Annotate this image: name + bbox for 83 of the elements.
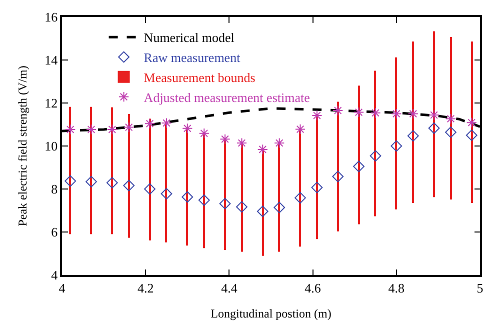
- point: [256, 206, 268, 218]
- point: [370, 150, 382, 162]
- point: [274, 138, 285, 148]
- point: [106, 177, 118, 188]
- point: [257, 144, 268, 155]
- bar: [149, 118, 151, 240]
- bar: [374, 70, 376, 216]
- bar: [358, 86, 360, 224]
- point: [236, 201, 248, 213]
- bar: [241, 142, 243, 252]
- point: [86, 176, 97, 188]
- bar: [165, 122, 168, 242]
- legend-label: Numerical model: [144, 30, 235, 46]
- point: [236, 138, 248, 148]
- y-tick-label: 4: [51, 268, 58, 283]
- point: [219, 198, 231, 210]
- point: [332, 105, 344, 116]
- point: [370, 108, 381, 118]
- y-tick-label: 8: [51, 182, 58, 197]
- x-tick-label: 4.6: [304, 280, 322, 296]
- point: [182, 191, 194, 203]
- x-axis-title: Longitudinal postion (m): [210, 306, 332, 321]
- y-tick-label: 14: [44, 52, 58, 68]
- point: [407, 130, 419, 142]
- y-tick-label: 10: [44, 138, 58, 154]
- y-tick-label: 6: [51, 224, 58, 240]
- point: [144, 118, 156, 129]
- bar: [69, 106, 71, 234]
- x-tick-label: 4.2: [137, 280, 154, 296]
- point: [445, 113, 456, 124]
- point: [161, 118, 172, 128]
- y-axis-title: Peak electric field strength (V/m): [15, 66, 30, 226]
- point: [106, 124, 118, 135]
- point: [86, 124, 97, 135]
- point: [408, 108, 418, 120]
- point: [445, 126, 456, 138]
- point: [182, 123, 193, 134]
- point: [124, 122, 134, 133]
- point: [220, 134, 230, 144]
- x-tick-label: 4.4: [221, 280, 238, 296]
- point: [332, 170, 344, 182]
- y-tick-label: 12: [44, 96, 58, 111]
- point: [428, 110, 440, 120]
- bar: [450, 37, 452, 200]
- point: [311, 182, 323, 194]
- point: [428, 122, 440, 134]
- legend-label: Adjusted measurement estimate: [144, 90, 310, 105]
- y-tick-label: 16: [44, 10, 58, 25]
- x-tick-label: 4.8: [388, 280, 405, 296]
- point: [294, 192, 306, 204]
- legend-label: Measurement bounds: [144, 70, 256, 85]
- point: [274, 202, 286, 214]
- point: [198, 128, 210, 139]
- bar: [395, 57, 397, 210]
- point: [312, 110, 322, 121]
- bar: [111, 107, 113, 234]
- point: [390, 140, 402, 152]
- bar: [128, 114, 130, 238]
- point: [123, 180, 135, 192]
- point: [160, 188, 172, 200]
- point: [64, 175, 76, 187]
- point: [294, 124, 306, 135]
- bar: [90, 106, 92, 234]
- point: [466, 117, 477, 128]
- point: [198, 194, 210, 206]
- legend-label: Raw measurement: [144, 50, 241, 66]
- bar: [186, 128, 188, 246]
- bar: [433, 31, 435, 198]
- point: [466, 130, 478, 141]
- bar: [203, 133, 205, 248]
- bar: [299, 129, 301, 247]
- x-tick-label: 5: [476, 280, 484, 296]
- bar: [337, 102, 339, 232]
- bar: [278, 142, 280, 252]
- point: [65, 124, 76, 135]
- bar: [412, 42, 414, 203]
- point: [391, 108, 402, 120]
- point: [353, 160, 364, 172]
- point: [144, 183, 156, 195]
- point: [353, 106, 364, 118]
- bar: [224, 139, 226, 250]
- bar: [471, 42, 473, 203]
- bar: [262, 149, 264, 256]
